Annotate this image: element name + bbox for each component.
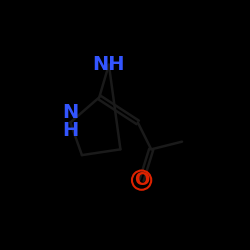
Text: H: H	[62, 120, 78, 140]
Text: O: O	[134, 171, 149, 189]
Text: NH: NH	[92, 55, 125, 74]
Text: N: N	[62, 103, 78, 122]
